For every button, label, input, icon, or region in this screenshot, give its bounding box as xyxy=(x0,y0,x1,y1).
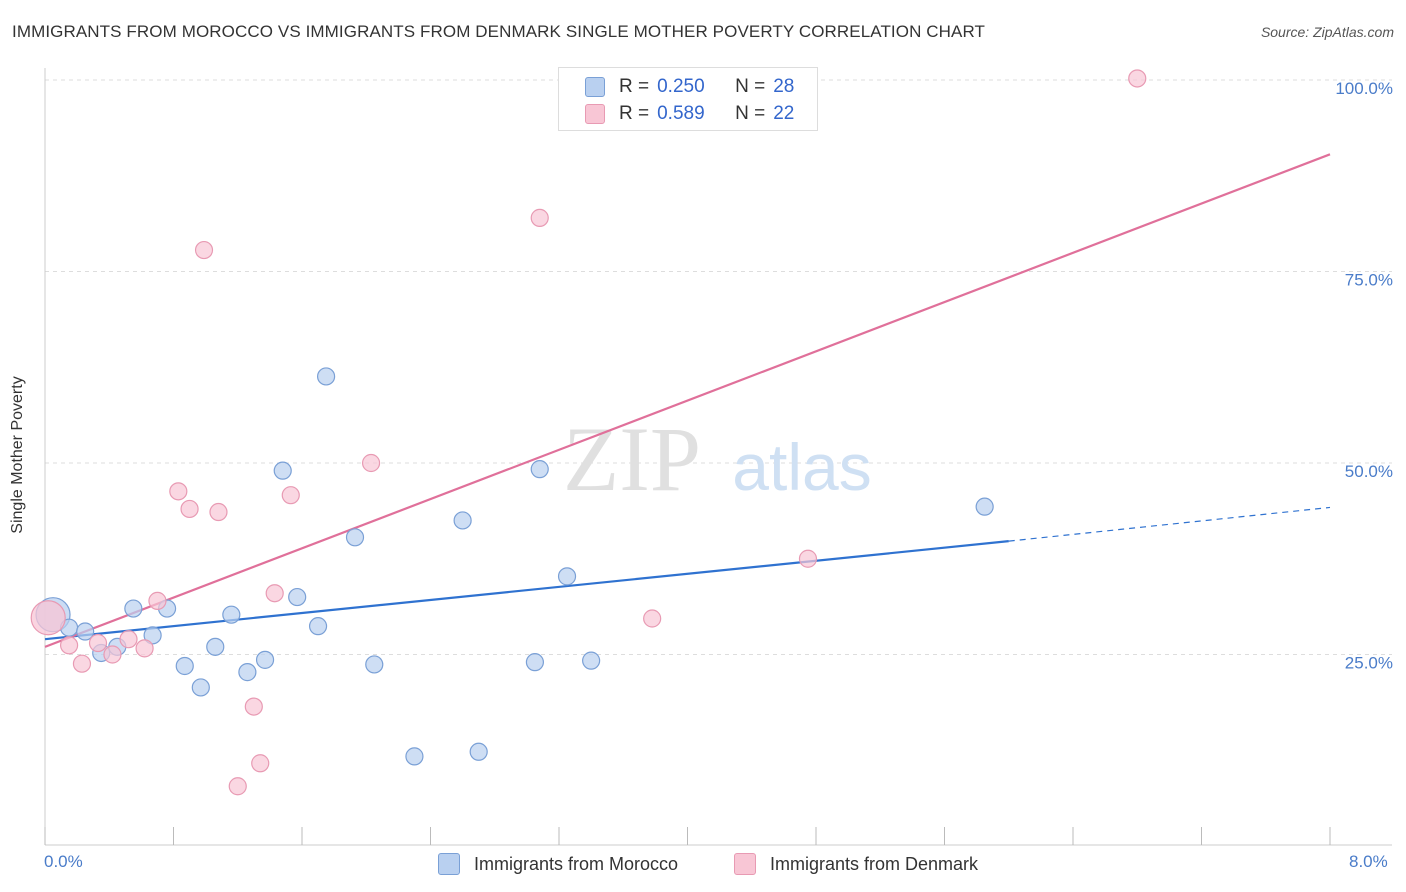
trendline-morocco-extension xyxy=(1008,506,1331,542)
point-morocco-16 xyxy=(308,617,328,636)
point-denmark-16 xyxy=(281,486,300,505)
point-denmark-9 xyxy=(180,499,199,519)
point-morocco-25 xyxy=(557,567,577,586)
point-denmark-6 xyxy=(135,639,154,658)
point-denmark-17 xyxy=(361,453,381,473)
point-denmark-2 xyxy=(72,654,92,673)
bottom-legend-denmark: Immigrants from Denmark xyxy=(734,852,978,876)
y-tick-label-50: 50.0% xyxy=(1345,462,1393,481)
legend-r-label: R = xyxy=(619,76,650,97)
trendline-morocco xyxy=(44,540,1009,641)
point-morocco-2 xyxy=(76,622,95,641)
points xyxy=(30,69,1147,796)
legend-n-label: N = xyxy=(735,76,766,97)
point-morocco-18 xyxy=(345,528,365,547)
x-tick-label-max: 8.0% xyxy=(1349,852,1388,871)
axes xyxy=(44,68,1392,846)
trendlines xyxy=(44,153,1331,648)
point-denmark-4 xyxy=(103,645,122,664)
point-denmark-13 xyxy=(244,697,263,716)
point-denmark-11 xyxy=(209,502,228,522)
legend-n-value-denmark: 22 xyxy=(773,103,795,124)
point-morocco-21 xyxy=(453,511,472,530)
point-denmark-19 xyxy=(643,609,662,628)
point-denmark-0 xyxy=(30,600,66,636)
chart-title: IMMIGRANTS FROM MOROCCO VS IMMIGRANTS FR… xyxy=(12,22,986,41)
legend-n-label: N = xyxy=(735,103,766,124)
point-morocco-6 xyxy=(143,626,162,645)
point-morocco-9 xyxy=(191,678,210,697)
y-tick-label-25: 25.0% xyxy=(1345,654,1393,673)
point-morocco-26 xyxy=(582,651,601,670)
watermark-zip: ZIP xyxy=(563,408,701,510)
watermark: ZIP atlas xyxy=(563,408,872,510)
point-denmark-10 xyxy=(194,240,214,260)
point-morocco-24 xyxy=(530,460,549,479)
point-morocco-22 xyxy=(469,742,488,761)
point-morocco-23 xyxy=(525,653,545,672)
y-tick-labels: 25.0% 50.0% 75.0% 100.0% xyxy=(1335,79,1393,673)
point-denmark-18 xyxy=(530,208,549,227)
legend-r-value-morocco: 0.250 xyxy=(657,76,705,97)
point-denmark-15 xyxy=(265,584,284,603)
point-denmark-1 xyxy=(59,636,79,655)
point-morocco-19 xyxy=(365,655,384,674)
point-morocco-8 xyxy=(175,656,194,676)
point-morocco-17 xyxy=(316,367,336,386)
y-tick-label-100: 100.0% xyxy=(1335,79,1393,98)
bottom-legend-label-denmark: Immigrants from Denmark xyxy=(770,853,979,874)
bottom-legend-swatch-morocco xyxy=(438,853,460,875)
bottom-legend-morocco: Immigrants from Morocco xyxy=(438,852,678,876)
point-morocco-27 xyxy=(975,497,994,516)
watermark-atlas: atlas xyxy=(732,430,871,504)
x-tick-label-min: 0.0% xyxy=(44,852,83,871)
point-denmark-5 xyxy=(119,630,138,649)
point-denmark-3 xyxy=(88,633,108,653)
point-morocco-14 xyxy=(273,461,292,480)
y-axis-label: Single Mother Poverty xyxy=(9,376,26,534)
legend-r-label: R = xyxy=(619,103,650,124)
point-morocco-12 xyxy=(238,663,257,682)
legend-n-value-morocco: 28 xyxy=(773,76,795,97)
legend-swatch-morocco xyxy=(585,77,605,97)
point-denmark-14 xyxy=(251,754,270,773)
point-morocco-15 xyxy=(288,587,307,607)
bottom-legend-swatch-denmark xyxy=(734,853,756,875)
point-morocco-5 xyxy=(124,599,143,618)
point-morocco-10 xyxy=(206,637,225,656)
point-morocco-13 xyxy=(255,650,275,669)
legend-row-denmark: R = 0.589 N = 22 xyxy=(585,101,795,127)
point-denmark-7 xyxy=(148,591,167,610)
legend: R = 0.250 N = 28 R = 0.589 N = 22 xyxy=(558,67,818,131)
point-denmark-8 xyxy=(169,482,188,501)
point-denmark-12 xyxy=(228,777,247,796)
trendline-denmark xyxy=(44,153,1331,648)
legend-row-morocco: R = 0.250 N = 28 xyxy=(585,74,795,100)
source-label: Source: ZipAtlas.com xyxy=(1260,24,1394,40)
point-denmark-21 xyxy=(1128,69,1147,88)
legend-swatch-denmark xyxy=(585,104,605,124)
bottom-legend-label-morocco: Immigrants from Morocco xyxy=(474,853,679,874)
y-tick-label-75: 75.0% xyxy=(1345,271,1393,290)
legend-r-value-denmark: 0.589 xyxy=(657,103,705,124)
point-denmark-20 xyxy=(798,549,818,568)
point-morocco-11 xyxy=(222,605,241,624)
point-morocco-20 xyxy=(405,747,424,766)
